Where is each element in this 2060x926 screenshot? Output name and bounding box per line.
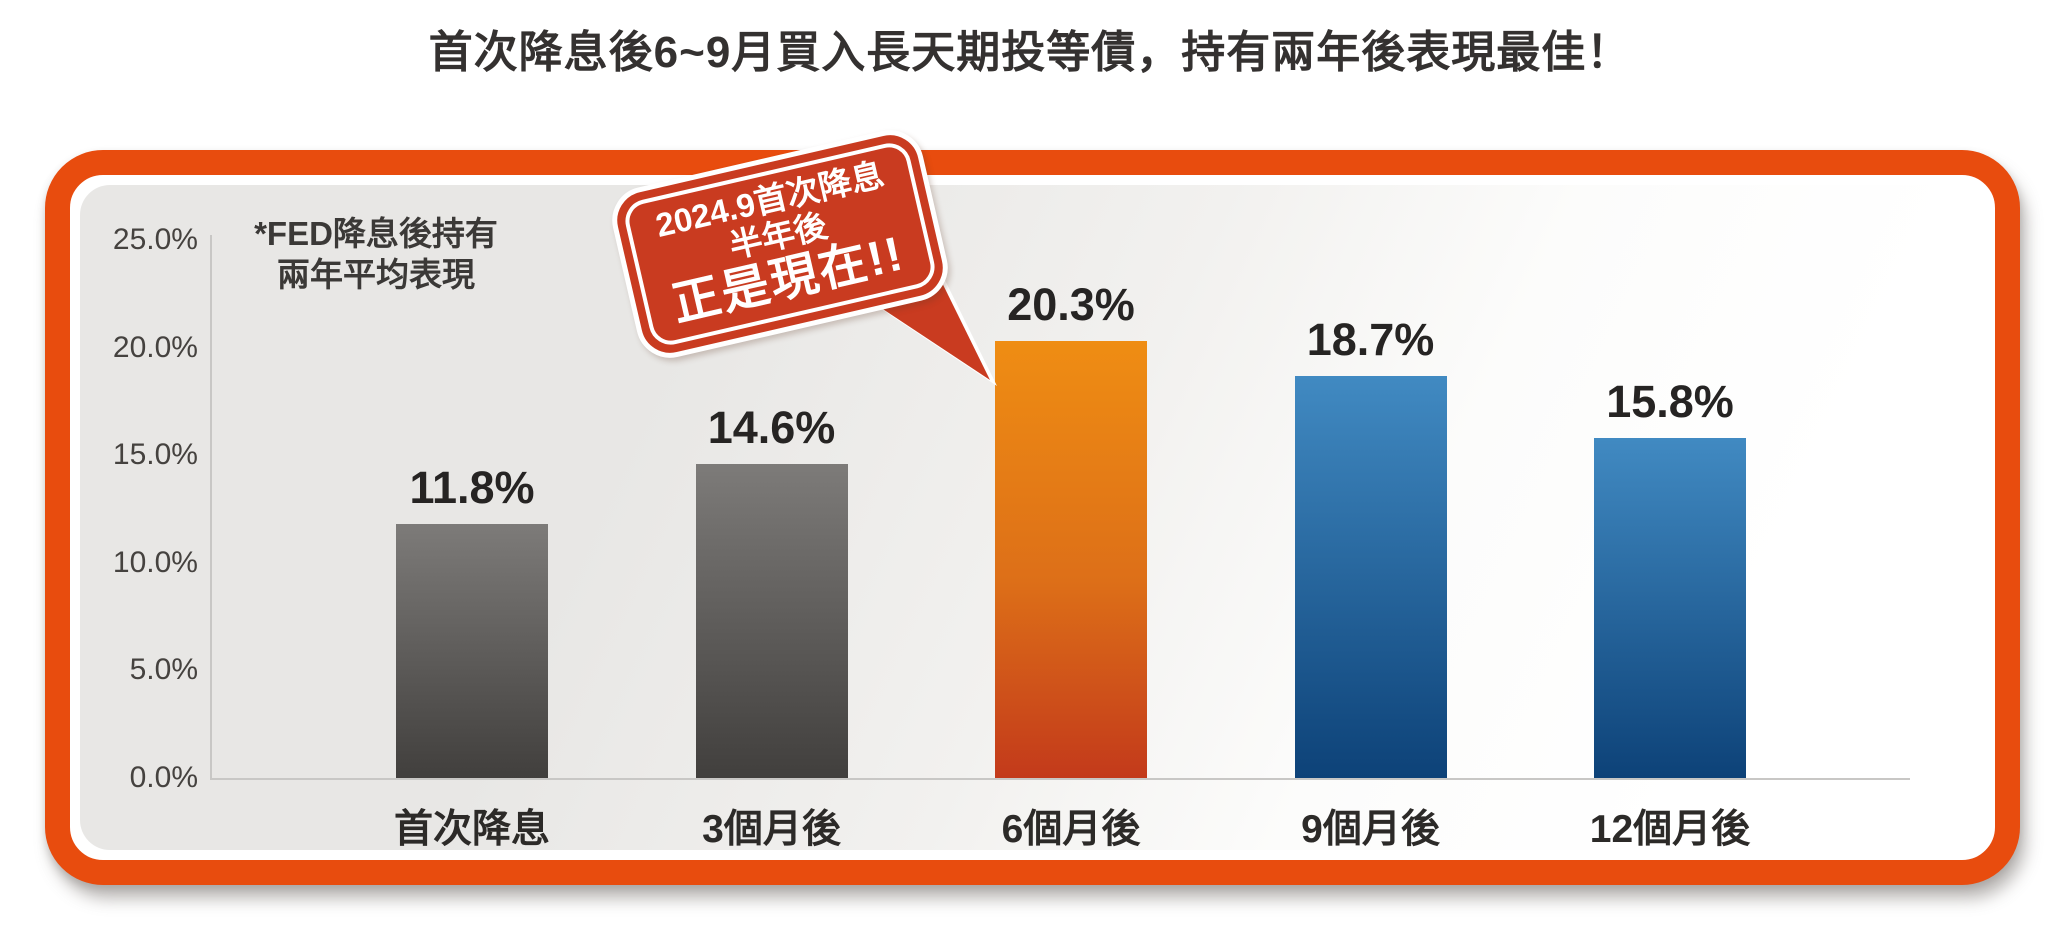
bar-value-label-3: 18.7% — [1306, 314, 1435, 365]
x-axis-label-2: 6個月後 — [1001, 808, 1141, 850]
chart-panel: *FED降息後持有 兩年平均表現 25.0% 20.0% 15.0% 10.0% 5.0… — [80, 185, 1985, 850]
plot-area: *FED降息後持有 兩年平均表現 25.0% 20.0% 15.0% 10.0% 5.0… — [80, 185, 1985, 850]
chart-footnote: *FED降息後持有 兩年平均表現 — [246, 213, 506, 296]
bar-6個月後 — [995, 341, 1147, 778]
x-axis-label-4: 12個月後 — [1589, 808, 1751, 850]
y-tick-label-3: 10.0% — [112, 545, 198, 579]
y-tick-label-5: 0.0% — [129, 761, 198, 794]
bar-3個月後 — [695, 464, 848, 778]
bar-value-label-2: 20.3% — [1007, 279, 1135, 330]
bar-value-label-4: 15.8% — [1606, 376, 1734, 427]
x-axis-label-0: 首次降息 — [393, 808, 550, 850]
chart-footnote-line1: *FED降息後持有 — [254, 215, 498, 252]
chart-footnote-line2: 兩年平均表現 — [277, 256, 475, 294]
y-tick-label-2: 15.0% — [112, 438, 198, 472]
chart-frame: *FED降息後持有 兩年平均表現 25.0% 20.0% 15.0% 10.0% 5.0… — [45, 150, 2020, 885]
bar-value-label-1: 14.6% — [707, 402, 836, 453]
y-tick-label-0: 25.0% — [112, 223, 198, 256]
x-axis-line — [210, 778, 1910, 780]
bar-value-label-0: 11.8% — [409, 462, 535, 513]
page-title: 首次降息後6~9月買入長天期投等債，持有兩年後表現最佳！ — [428, 28, 1632, 77]
x-axis-label-1: 3個月後 — [702, 808, 841, 850]
bar-9個月後 — [1294, 376, 1447, 778]
y-axis-line — [210, 235, 212, 778]
x-axis-label-3: 9個月後 — [1301, 808, 1440, 850]
bar-12個月後 — [1594, 438, 1746, 778]
bar-首次降息 — [396, 524, 548, 778]
y-tick-label-1: 20.0% — [112, 330, 198, 364]
y-tick-label-4: 5.0% — [129, 653, 198, 687]
